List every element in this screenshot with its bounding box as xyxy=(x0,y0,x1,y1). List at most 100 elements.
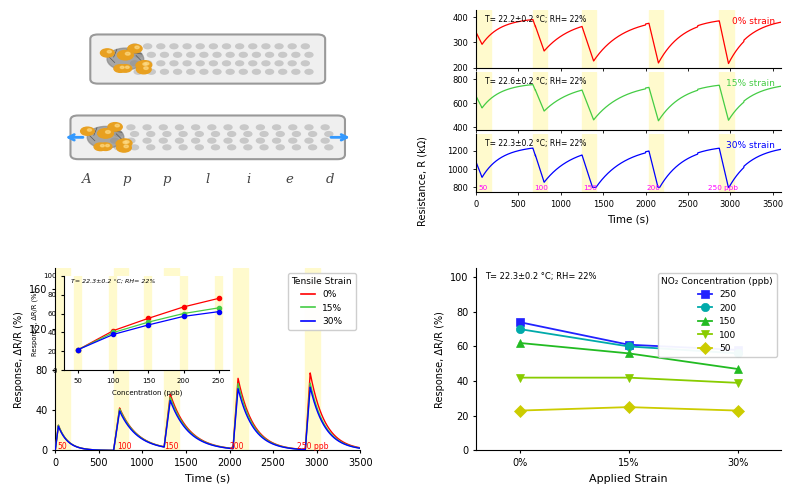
Line: 250: 250 xyxy=(515,318,742,354)
Circle shape xyxy=(106,145,110,147)
Circle shape xyxy=(249,44,256,49)
Circle shape xyxy=(196,132,204,136)
Text: 0% strain: 0% strain xyxy=(732,17,775,26)
Circle shape xyxy=(325,145,333,149)
Bar xyxy=(476,72,491,130)
Bar xyxy=(233,268,248,450)
200 xyxy=(624,344,634,349)
Bar xyxy=(582,72,596,130)
Circle shape xyxy=(163,132,171,136)
Bar xyxy=(305,268,320,450)
Text: l: l xyxy=(206,173,210,186)
FancyBboxPatch shape xyxy=(70,115,345,159)
Circle shape xyxy=(308,132,316,136)
Circle shape xyxy=(305,52,313,57)
250 xyxy=(515,319,525,325)
150 xyxy=(624,350,634,356)
Bar xyxy=(55,268,70,450)
Circle shape xyxy=(131,145,139,149)
200 xyxy=(515,326,525,332)
Circle shape xyxy=(240,138,249,143)
Circle shape xyxy=(128,45,142,53)
Circle shape xyxy=(211,145,219,149)
Circle shape xyxy=(289,138,297,143)
Circle shape xyxy=(179,145,187,149)
50 xyxy=(733,407,742,413)
Circle shape xyxy=(170,61,178,66)
Circle shape xyxy=(148,52,155,57)
Text: 250 ppb: 250 ppb xyxy=(708,185,738,191)
Text: 150: 150 xyxy=(583,185,596,191)
Circle shape xyxy=(209,44,217,49)
X-axis label: Applied Strain: Applied Strain xyxy=(589,474,668,484)
X-axis label: Time (s): Time (s) xyxy=(185,474,230,484)
Circle shape xyxy=(276,145,284,149)
Circle shape xyxy=(110,125,118,130)
Circle shape xyxy=(211,132,219,136)
Text: e: e xyxy=(285,173,293,186)
Text: i: i xyxy=(246,173,251,186)
Circle shape xyxy=(305,138,313,143)
Text: Resistance, R (kΩ): Resistance, R (kΩ) xyxy=(417,136,427,226)
Circle shape xyxy=(266,52,274,57)
Circle shape xyxy=(175,125,183,130)
Circle shape xyxy=(157,61,165,66)
Circle shape xyxy=(136,61,150,69)
Circle shape xyxy=(208,138,216,143)
Bar xyxy=(476,134,491,192)
100 xyxy=(624,375,634,381)
Circle shape xyxy=(228,132,236,136)
Circle shape xyxy=(187,69,195,74)
Circle shape xyxy=(116,140,130,148)
Circle shape xyxy=(301,44,309,49)
Text: p: p xyxy=(122,173,131,186)
Bar xyxy=(720,10,734,67)
250 xyxy=(624,342,634,347)
150 xyxy=(733,366,742,372)
Circle shape xyxy=(107,48,144,70)
Bar xyxy=(533,134,548,192)
Circle shape xyxy=(301,61,309,66)
X-axis label: Time (s): Time (s) xyxy=(608,214,649,224)
Circle shape xyxy=(100,49,114,57)
Circle shape xyxy=(80,127,95,135)
Circle shape xyxy=(252,52,260,57)
Circle shape xyxy=(279,69,286,74)
Text: d: d xyxy=(326,173,334,186)
Y-axis label: Response, ΔR/R (%): Response, ΔR/R (%) xyxy=(435,311,444,408)
Circle shape xyxy=(159,138,167,143)
Bar xyxy=(649,72,664,130)
Bar xyxy=(533,10,548,67)
Circle shape xyxy=(118,139,132,148)
Text: 200: 200 xyxy=(646,185,660,191)
Circle shape xyxy=(260,145,268,149)
Circle shape xyxy=(240,125,249,130)
Circle shape xyxy=(157,44,165,49)
Circle shape xyxy=(289,125,297,130)
Text: 200: 200 xyxy=(230,442,244,451)
200 xyxy=(733,350,742,356)
Circle shape xyxy=(88,126,124,148)
Circle shape xyxy=(192,125,200,130)
Circle shape xyxy=(125,52,130,55)
Circle shape xyxy=(256,138,264,143)
Bar xyxy=(720,134,734,192)
Circle shape xyxy=(208,125,216,130)
Circle shape xyxy=(183,61,191,66)
Bar xyxy=(720,72,734,130)
Circle shape xyxy=(136,65,151,74)
Circle shape xyxy=(256,125,264,130)
Circle shape xyxy=(98,129,114,138)
Circle shape xyxy=(170,44,178,49)
Circle shape xyxy=(160,52,168,57)
Circle shape xyxy=(244,132,252,136)
Circle shape xyxy=(236,61,244,66)
Circle shape xyxy=(213,69,221,74)
Circle shape xyxy=(209,61,217,66)
Circle shape xyxy=(144,61,151,66)
Circle shape xyxy=(117,144,131,152)
100 xyxy=(515,375,525,381)
Text: T= 22.3±0.2 °C; RH= 22%: T= 22.3±0.2 °C; RH= 22% xyxy=(485,139,587,148)
Circle shape xyxy=(147,145,155,149)
Text: 150: 150 xyxy=(164,442,178,451)
